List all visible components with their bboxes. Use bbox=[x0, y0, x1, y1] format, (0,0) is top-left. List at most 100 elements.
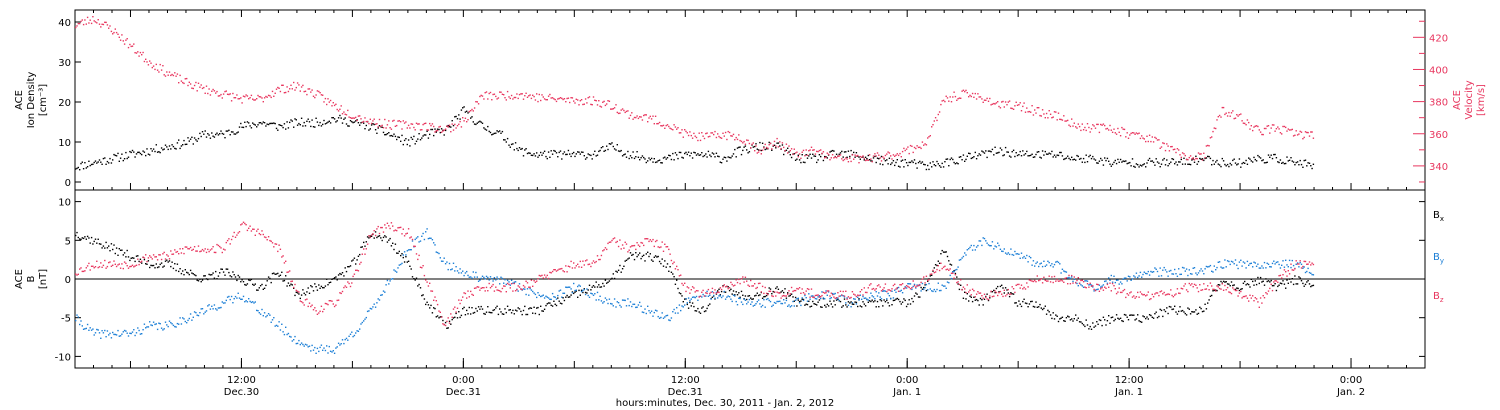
data-point bbox=[680, 293, 682, 295]
data-point bbox=[1168, 150, 1171, 152]
data-point bbox=[603, 150, 605, 152]
data-point bbox=[1279, 267, 1282, 269]
data-point bbox=[546, 99, 548, 101]
data-point bbox=[570, 294, 572, 296]
data-point bbox=[1266, 280, 1268, 283]
data-point bbox=[755, 287, 757, 290]
data-point bbox=[172, 253, 175, 255]
data-point bbox=[650, 240, 653, 243]
data-point bbox=[660, 162, 662, 164]
data-point bbox=[506, 282, 509, 285]
data-point bbox=[788, 151, 790, 153]
data-point bbox=[193, 84, 196, 87]
data-point bbox=[310, 91, 312, 93]
data-point bbox=[809, 153, 811, 155]
data-point bbox=[627, 251, 629, 253]
data-point bbox=[503, 313, 505, 315]
data-point bbox=[151, 66, 153, 69]
data-point bbox=[508, 144, 510, 146]
data-point bbox=[386, 241, 389, 243]
data-point bbox=[747, 139, 749, 142]
data-point bbox=[415, 253, 418, 255]
data-point bbox=[685, 151, 687, 154]
data-point bbox=[854, 294, 856, 296]
data-point bbox=[633, 116, 636, 119]
data-point bbox=[1109, 282, 1111, 284]
data-point bbox=[796, 158, 798, 160]
data-point bbox=[1278, 128, 1280, 130]
data-point bbox=[533, 280, 535, 282]
data-point bbox=[1012, 149, 1015, 151]
data-point bbox=[806, 288, 809, 290]
data-point bbox=[824, 298, 826, 300]
data-point bbox=[1055, 111, 1057, 113]
data-point bbox=[233, 298, 235, 300]
data-point bbox=[1258, 156, 1260, 158]
data-point bbox=[994, 292, 996, 294]
data-point bbox=[426, 129, 428, 131]
data-point bbox=[1105, 287, 1107, 289]
data-point bbox=[1237, 287, 1239, 290]
data-point bbox=[872, 157, 875, 159]
data-point bbox=[126, 265, 128, 267]
data-point bbox=[279, 90, 282, 93]
data-point bbox=[975, 246, 978, 248]
data-point bbox=[385, 133, 387, 136]
data-point bbox=[607, 100, 609, 102]
density-axis-title: ACEIon Density[cm⁻³] bbox=[14, 72, 49, 129]
data-point bbox=[224, 302, 226, 304]
data-point bbox=[1211, 164, 1213, 166]
data-point bbox=[322, 349, 324, 351]
data-point bbox=[385, 236, 387, 238]
data-point bbox=[765, 292, 768, 295]
data-point bbox=[406, 127, 408, 129]
data-point bbox=[1024, 111, 1027, 113]
data-point bbox=[245, 94, 247, 96]
data-point bbox=[876, 300, 879, 303]
series-By bbox=[75, 228, 1315, 354]
data-point bbox=[956, 276, 958, 278]
data-point bbox=[616, 301, 618, 303]
data-point bbox=[1187, 159, 1189, 161]
data-point bbox=[1303, 285, 1305, 287]
data-point bbox=[258, 232, 260, 235]
data-point bbox=[772, 295, 774, 298]
data-point bbox=[1204, 303, 1206, 305]
data-point bbox=[907, 146, 909, 148]
data-point bbox=[426, 281, 428, 283]
data-point bbox=[960, 97, 962, 99]
data-point bbox=[1064, 158, 1066, 160]
data-point bbox=[747, 152, 749, 154]
data-point bbox=[364, 318, 366, 320]
data-point bbox=[606, 299, 608, 301]
data-point bbox=[1163, 142, 1165, 145]
data-point bbox=[487, 98, 489, 100]
data-point bbox=[176, 263, 179, 265]
data-point bbox=[541, 295, 543, 297]
data-point bbox=[497, 313, 500, 316]
data-point bbox=[573, 282, 575, 285]
data-point bbox=[1035, 301, 1037, 303]
data-point bbox=[462, 117, 464, 119]
data-point bbox=[1092, 286, 1094, 288]
data-point bbox=[1094, 325, 1097, 327]
data-point bbox=[964, 160, 966, 162]
data-point bbox=[1104, 286, 1106, 288]
data-point bbox=[139, 51, 142, 54]
data-point bbox=[196, 140, 198, 142]
data-point bbox=[787, 152, 789, 154]
data-point bbox=[641, 242, 644, 244]
data-point bbox=[559, 268, 562, 270]
data-point bbox=[186, 246, 188, 248]
data-point bbox=[928, 282, 930, 285]
data-point bbox=[1156, 270, 1159, 273]
data-point bbox=[1056, 278, 1058, 281]
data-point bbox=[756, 301, 758, 303]
data-point bbox=[336, 120, 338, 122]
data-point bbox=[225, 268, 227, 270]
data-point bbox=[80, 320, 82, 322]
data-point bbox=[167, 261, 169, 263]
data-point bbox=[784, 288, 786, 290]
data-point bbox=[1249, 128, 1251, 130]
data-point bbox=[93, 334, 95, 336]
